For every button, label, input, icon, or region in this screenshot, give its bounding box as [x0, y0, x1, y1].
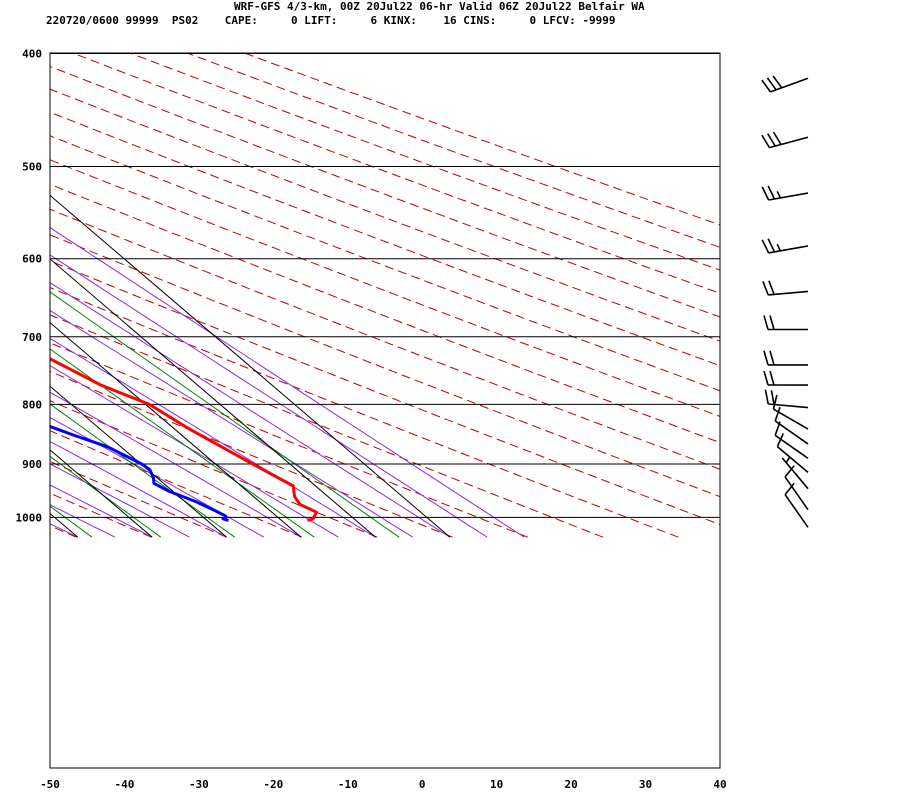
dry-adiabat [50, 234, 720, 498]
dry-adiabat [50, 400, 378, 538]
chart-series [50, 357, 318, 522]
isotherm [50, 258, 376, 538]
x-tick-label: 10 [490, 778, 503, 791]
mixing-ratio-line [50, 505, 93, 538]
wind-barb-shaft [772, 394, 809, 430]
wind-barb [764, 389, 809, 409]
wind-barb [781, 456, 809, 490]
wind-barb [763, 350, 809, 366]
wind-barb [774, 406, 809, 445]
moist-adiabat [50, 254, 488, 538]
wind-barb [772, 394, 809, 430]
moist-adiabat [50, 391, 302, 538]
wind-barb [763, 315, 809, 331]
wind-barb-shaft [781, 456, 809, 490]
x-tick-label: 0 [419, 778, 426, 791]
isotherm [0, 47, 3, 537]
wind-barb-shaft [761, 75, 809, 93]
isotherm [50, 194, 451, 538]
x-tick-label: -40 [115, 778, 135, 791]
wind-barb-shaft [776, 433, 809, 473]
moist-adiabat [50, 440, 227, 538]
moist-adiabat [50, 309, 413, 538]
wind-barb-shaft [764, 389, 809, 409]
wind-barb-shaft [761, 238, 809, 254]
wind-barb [761, 75, 809, 93]
y-tick-label: 500 [22, 160, 42, 173]
x-tick-label: -20 [263, 778, 283, 791]
wind-barb [761, 131, 809, 149]
isotherm [50, 449, 153, 538]
dry-adiabat [73, 53, 720, 294]
moist-adiabat [50, 282, 451, 538]
y-tick-label: 600 [22, 253, 42, 266]
dry-adiabat [131, 53, 720, 271]
wind-barb [763, 370, 809, 386]
moist-adiabat [50, 226, 525, 538]
dry-adiabat [50, 370, 453, 538]
plot-frame [49, 52, 721, 769]
wind-barb [761, 238, 809, 254]
isotherm [50, 385, 227, 538]
chart-grid [0, 47, 720, 538]
x-tick-label: -30 [189, 778, 209, 791]
x-tick-label: -50 [40, 778, 60, 791]
wind-barb-shaft [762, 280, 809, 296]
y-tick-label: 900 [22, 458, 42, 471]
axis-ticks: 400 500 600 700 800 900 1000 -50 -40 -30 -20 -10 0 10… [16, 48, 727, 792]
wind-barb [784, 482, 809, 528]
wind-barb [776, 433, 809, 473]
wind-barb [761, 185, 809, 201]
wind-barbs [761, 75, 809, 528]
dry-adiabat [50, 135, 720, 392]
moist-adiabat [0, 47, 3, 537]
dry-adiabat [50, 430, 303, 538]
wind-barb [784, 465, 809, 511]
x-tick-label: 20 [564, 778, 577, 791]
y-tick-label: 1000 [16, 511, 43, 524]
x-tick-label: 40 [713, 778, 726, 791]
dry-adiabat [50, 314, 604, 538]
dry-adiabat [0, 54, 1, 538]
dry-adiabat [50, 159, 720, 417]
y-tick-label: 400 [22, 48, 42, 61]
y-tick-label: 800 [22, 398, 42, 411]
dry-adiabat [50, 183, 720, 444]
mixing-ratio-line [50, 455, 162, 538]
dry-adiabat [245, 53, 720, 226]
wind-barb-shaft [761, 131, 809, 149]
dry-adiabat [50, 260, 720, 526]
wind-barb-shaft [761, 185, 809, 201]
dry-adiabat [50, 287, 679, 538]
dry-adiabat [50, 342, 528, 538]
isotherm [50, 321, 302, 538]
wind-barb-shaft [774, 406, 809, 445]
y-tick-label: 700 [22, 331, 42, 344]
wind-barb-shaft [763, 315, 809, 331]
wind-barb-shaft [763, 370, 809, 386]
moist-adiabat [50, 365, 339, 538]
wind-barb [762, 280, 809, 296]
chart-title: WRF-GFS 4/3-km, 00Z 20Jul22 06-hr Valid … [234, 0, 645, 13]
wind-barb-shaft [784, 482, 809, 528]
x-tick-label: -10 [338, 778, 358, 791]
sounding-indices: 220720/0600 99999 PS02 CAPE: 0 LIFT: 6 K… [46, 14, 616, 27]
dewpoint-profile [50, 424, 229, 522]
wind-barb-shaft [763, 350, 809, 366]
wind-barb-shaft [784, 465, 809, 511]
mixing-ratio-line [50, 348, 315, 538]
x-tick-label: 30 [639, 778, 652, 791]
mixing-ratio-line [50, 403, 236, 538]
dry-adiabat [50, 65, 720, 318]
mixing-ratio-line [50, 291, 400, 538]
moist-adiabat [50, 417, 265, 538]
temperature-profile [50, 357, 318, 522]
